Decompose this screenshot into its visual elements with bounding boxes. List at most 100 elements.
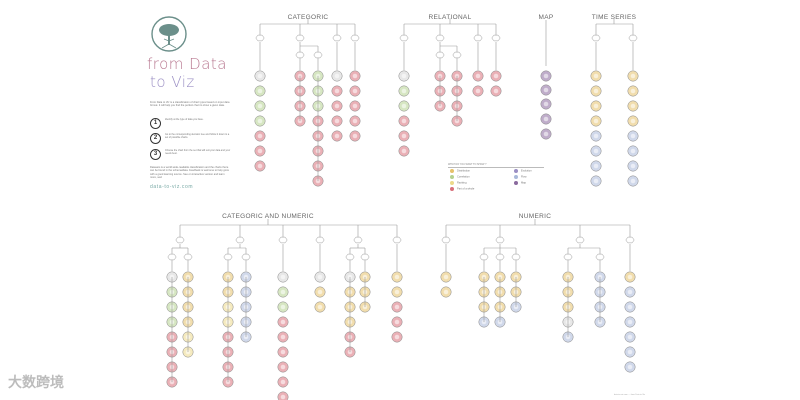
- decision-node: [436, 52, 444, 58]
- chart-glyph: [395, 320, 400, 325]
- decision-node: [279, 237, 287, 243]
- decision-node: [492, 35, 500, 41]
- watermark-text: 大数跨境: [8, 372, 64, 392]
- decision-node: [474, 35, 482, 41]
- decision-node: [596, 254, 604, 260]
- chart-glyph: [281, 335, 286, 340]
- decision-node: [224, 254, 232, 260]
- chart-glyph: [335, 119, 340, 124]
- chart-glyph: [281, 380, 286, 385]
- chart-glyph: [628, 305, 633, 310]
- chart-glyph: [258, 119, 263, 124]
- chart-glyph: [444, 290, 449, 295]
- chart-glyph: [402, 104, 407, 109]
- legend-title: WHAT DO YOU WANT TO SHOW ?: [448, 163, 544, 168]
- chart-glyph: [258, 134, 263, 139]
- chart-glyph: [281, 365, 286, 370]
- chart-glyph: [544, 88, 549, 93]
- chart-glyph: [594, 119, 599, 124]
- legend-swatch: [450, 187, 454, 191]
- legend-item: Correlation: [450, 175, 470, 179]
- chart-glyph: [594, 149, 599, 154]
- chart-glyph: [476, 74, 481, 79]
- legend: WHAT DO YOU WANT TO SHOW ? Distribution …: [448, 163, 548, 205]
- legend-item: Evolution: [514, 169, 532, 173]
- decision-node: [168, 254, 176, 260]
- decision-node: [296, 52, 304, 58]
- decision-node: [436, 35, 444, 41]
- legend-item: Part of a whole: [450, 187, 474, 191]
- chart-glyph: [258, 104, 263, 109]
- chart-glyph: [628, 290, 633, 295]
- chart-glyph: [335, 104, 340, 109]
- chart-glyph: [353, 119, 358, 124]
- chart-glyph: [544, 117, 549, 122]
- chart-glyph: [594, 104, 599, 109]
- chart-glyph: [258, 89, 263, 94]
- decision-node: [480, 254, 488, 260]
- decision-node: [346, 254, 354, 260]
- chart-glyph: [318, 305, 323, 310]
- chart-glyph: [258, 164, 263, 169]
- chart-glyph: [281, 290, 286, 295]
- chart-glyph: [281, 395, 286, 400]
- chart-glyph: [281, 320, 286, 325]
- legend-swatch: [514, 169, 518, 173]
- legend-swatch: [514, 175, 518, 179]
- legend-swatch: [514, 181, 518, 185]
- legend-swatch: [450, 181, 454, 185]
- decision-node: [564, 254, 572, 260]
- chart-glyph: [318, 290, 323, 295]
- chart-glyph: [335, 74, 340, 79]
- chart-glyph: [402, 134, 407, 139]
- chart-glyph: [402, 149, 407, 154]
- chart-glyph: [544, 132, 549, 137]
- chart-glyph: [402, 74, 407, 79]
- chart-glyph: [594, 134, 599, 139]
- decision-node: [393, 237, 401, 243]
- chart-glyph: [494, 89, 499, 94]
- legend-item: Flow: [514, 175, 526, 179]
- decision-node: [496, 237, 504, 243]
- chart-glyph: [631, 179, 636, 184]
- decision-node: [184, 254, 192, 260]
- chart-glyph: [628, 320, 633, 325]
- decision-node: [629, 35, 637, 41]
- chart-glyph: [631, 164, 636, 169]
- decision-node: [242, 254, 250, 260]
- chart-glyph: [353, 74, 358, 79]
- chart-glyph: [594, 179, 599, 184]
- chart-glyph: [631, 89, 636, 94]
- chart-glyph: [335, 134, 340, 139]
- chart-glyph: [395, 290, 400, 295]
- decision-node: [314, 52, 322, 58]
- decision-node: [626, 237, 634, 243]
- decision-node: [496, 254, 504, 260]
- chart-glyph: [318, 275, 323, 280]
- decision-node: [236, 237, 244, 243]
- chart-glyph: [594, 164, 599, 169]
- decision-node: [442, 237, 450, 243]
- chart-glyph: [444, 275, 449, 280]
- chart-glyph: [281, 275, 286, 280]
- decision-node: [361, 254, 369, 260]
- chart-glyph: [628, 350, 633, 355]
- chart-glyph: [544, 74, 549, 79]
- decision-node: [400, 35, 408, 41]
- chart-glyph: [628, 275, 633, 280]
- legend-item: Distribution: [450, 169, 470, 173]
- legend-swatch: [450, 175, 454, 179]
- chart-glyph: [335, 89, 340, 94]
- decision-node: [176, 237, 184, 243]
- decision-node: [354, 237, 362, 243]
- chart-glyph: [353, 104, 358, 109]
- legend-item: Map: [514, 181, 526, 185]
- chart-glyph: [281, 305, 286, 310]
- legend-item: Ranking: [450, 181, 467, 185]
- legend-swatch: [450, 169, 454, 173]
- decision-node: [256, 35, 264, 41]
- chart-glyph: [402, 89, 407, 94]
- chart-glyph: [258, 74, 263, 79]
